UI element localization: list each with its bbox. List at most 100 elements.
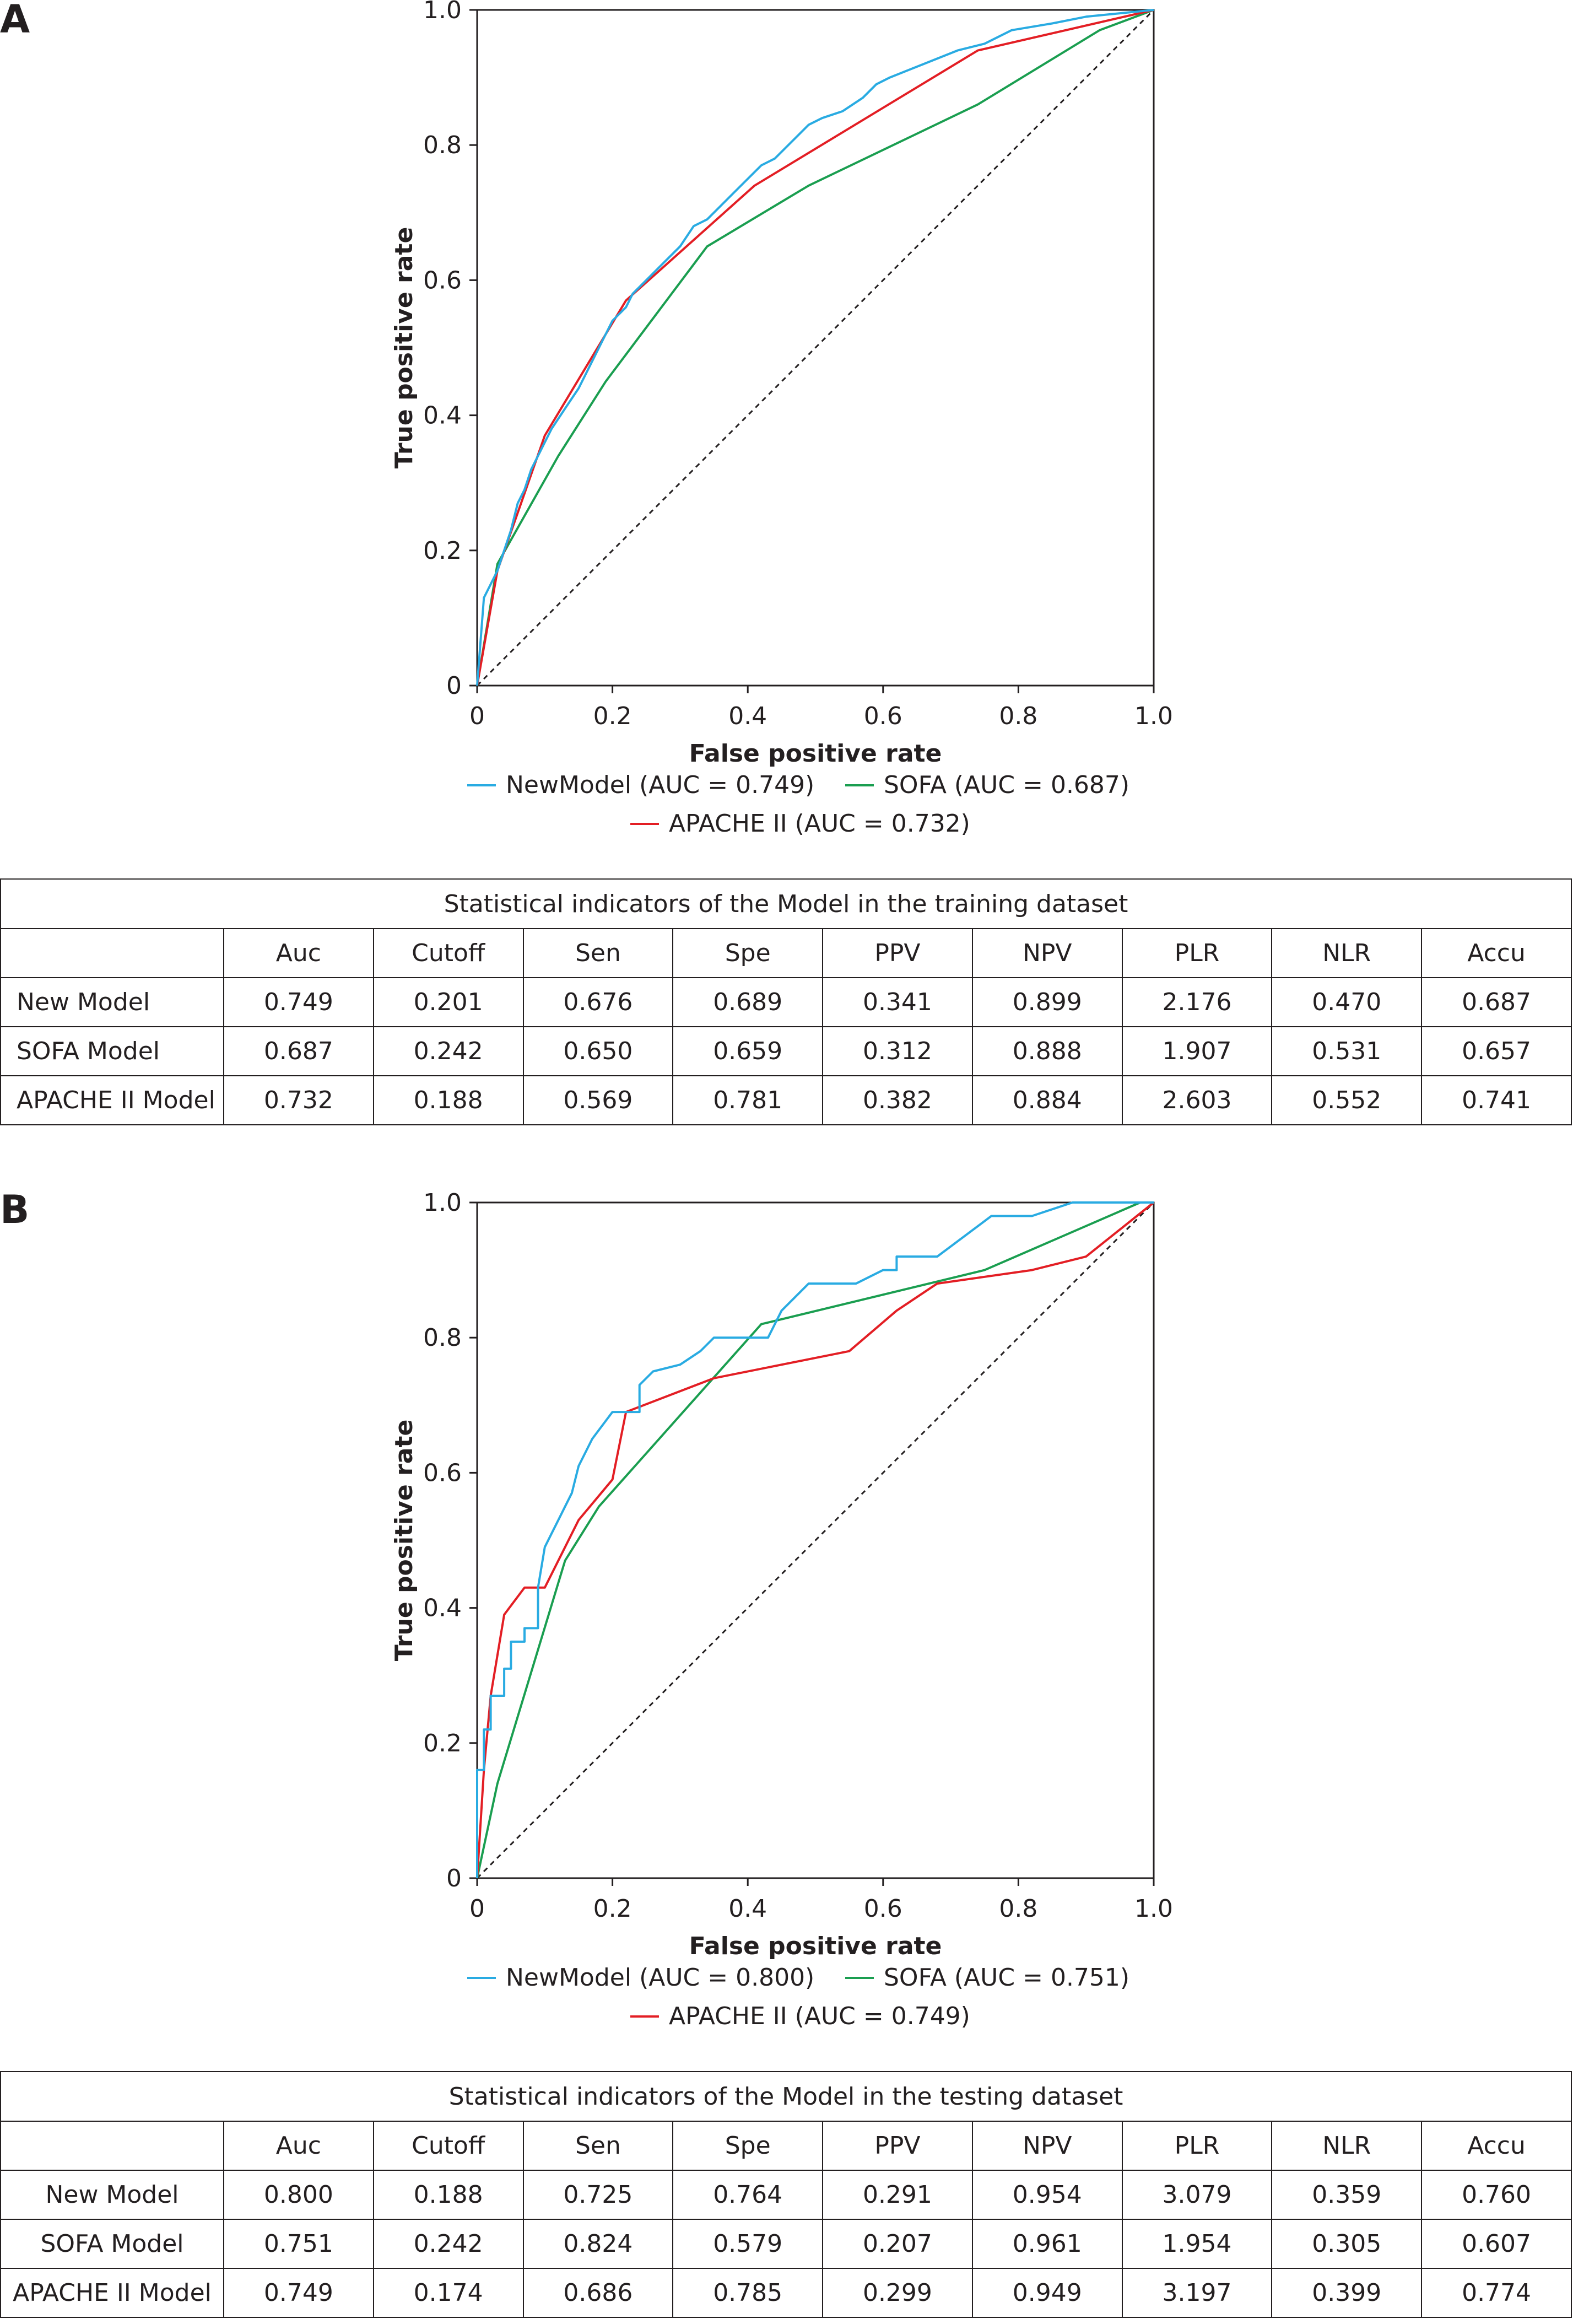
x-tick-label: 0 <box>469 1895 485 1923</box>
series-line-1 <box>476 9 1154 686</box>
table-cell: 0.741 <box>1421 1075 1572 1125</box>
y-tick-label: 0.4 <box>423 402 462 430</box>
y-axis-label: True positive rate <box>390 1420 418 1662</box>
table-cell: 0.659 <box>672 1026 824 1076</box>
reference-diagonal-line <box>476 1201 1155 1879</box>
series-line-0 <box>476 1201 1154 1878</box>
legend-label-1: SOFA (AUC = 0.687) <box>884 771 1129 799</box>
legend-label-2: APACHE II (AUC = 0.732) <box>669 810 970 838</box>
y-tick-label: 0.4 <box>423 1594 462 1622</box>
table-cell: 0.687 <box>1421 977 1572 1027</box>
table-cell: 0.291 <box>822 2170 973 2220</box>
table-cell: 0.242 <box>372 2219 524 2269</box>
table-cell: 0.899 <box>971 977 1123 1027</box>
table-cell: 0.749 <box>223 977 374 1027</box>
table-cell: 0.732 <box>223 1075 374 1125</box>
table-cell: 0.781 <box>672 1075 824 1125</box>
table-row: SOFA Model 0.751 0.242 0.824 0.579 0.207 0.961… <box>0 2219 1572 2269</box>
table-cell: 0.607 <box>1421 2219 1572 2269</box>
panel-letter-a: A <box>0 0 30 42</box>
x-tick-label: 0.6 <box>864 702 902 730</box>
table-cell: 0.359 <box>1271 2170 1423 2220</box>
table-cell: 0.312 <box>822 1026 973 1076</box>
table-cell: 0.785 <box>672 2268 824 2318</box>
y-tick-label: 0.2 <box>423 1729 462 1757</box>
y-tick-label: 0.8 <box>423 131 462 159</box>
table-row: APACHE II Model 0.749 0.174 0.686 0.785 0.299… <box>0 2268 1572 2318</box>
x-axis-label: False positive rate <box>689 740 942 768</box>
y-tick-label: 0 <box>446 672 462 700</box>
table-cell: 0.760 <box>1421 2170 1572 2220</box>
table-cell: 0.884 <box>971 1075 1123 1125</box>
series-line-1 <box>476 1201 1154 1879</box>
table-header-cell: NPV <box>971 2121 1123 2171</box>
x-tick-label: 0.4 <box>728 1895 767 1923</box>
table-cell: 0.686 <box>522 2268 674 2318</box>
table-header-cell: PLR <box>1121 928 1273 978</box>
y-tick-label: 0.8 <box>423 1324 462 1352</box>
table-cell: 0.687 <box>223 1026 374 1076</box>
x-tick-label: 0.4 <box>728 702 767 730</box>
table-header-cell: PPV <box>822 2121 973 2171</box>
table-cell: 0.341 <box>822 977 973 1027</box>
table-cell: 0.470 <box>1271 977 1423 1027</box>
table-row: APACHE II Model 0.732 0.188 0.569 0.781 0.382… <box>0 1075 1572 1125</box>
table-header-cell: NLR <box>1271 928 1423 978</box>
table-cell: 0.689 <box>672 977 824 1027</box>
table-header-cell: Accu <box>1421 928 1572 978</box>
table-cell: 0.188 <box>372 2170 524 2220</box>
table-cell: 0.657 <box>1421 1026 1572 1076</box>
x-tick-label: 1.0 <box>1134 702 1173 730</box>
table-cell: 0.207 <box>822 2219 973 2269</box>
table-cell: 0.305 <box>1271 2219 1423 2269</box>
row-label-cell: New Model <box>0 2170 224 2220</box>
table-header-cell <box>0 2121 224 2171</box>
table-cell: 0.949 <box>971 2268 1123 2318</box>
stats-table-training: Statistical indicators of the Model in t… <box>0 878 1572 1125</box>
table-header-cell: Auc <box>223 928 374 978</box>
stats-table-testing: Statistical indicators of the Model in t… <box>0 2071 1572 2318</box>
y-tick-label: 0 <box>446 1864 462 1892</box>
table-header-cell: Accu <box>1421 2121 1572 2171</box>
x-tick-label: 1.0 <box>1134 1895 1173 1923</box>
plot-frame <box>476 9 1155 687</box>
reference-diagonal-line <box>476 9 1155 687</box>
table-header-cell: PLR <box>1121 2121 1273 2171</box>
table-cell: 0.569 <box>522 1075 674 1125</box>
table-header-cell: Sen <box>522 928 674 978</box>
legend-label-1: SOFA (AUC = 0.751) <box>884 1964 1129 1992</box>
table-cell: 0.751 <box>223 2219 374 2269</box>
table-cell: 1.954 <box>1121 2219 1273 2269</box>
table-cell: 0.579 <box>672 2219 824 2269</box>
plot-frame <box>476 1201 1155 1879</box>
row-label-cell: New Model <box>0 977 224 1027</box>
table-cell: 3.197 <box>1121 2268 1273 2318</box>
table-cell: 0.650 <box>522 1026 674 1076</box>
y-tick-label: 0.6 <box>423 266 462 294</box>
table-caption-row: Statistical indicators of the Model in t… <box>0 878 1572 929</box>
y-tick-label: 0.6 <box>423 1459 462 1487</box>
y-tick-label: 1.0 <box>423 1189 462 1217</box>
legend-label-0: NewModel (AUC = 0.800) <box>506 1964 814 1992</box>
table-cell: 0.800 <box>223 2170 374 2220</box>
table-header-cell <box>0 928 224 978</box>
x-tick-label: 0 <box>469 702 485 730</box>
row-label-cell: SOFA Model <box>0 2219 224 2269</box>
table-row: New Model 0.749 0.201 0.676 0.689 0.341 0.899 2… <box>0 977 1572 1027</box>
table-header-cell: PPV <box>822 928 973 978</box>
x-tick-label: 0.8 <box>999 1895 1037 1923</box>
roc-chart-training: 00 0.2 0.2 0.4 0.4 0.6 0.6 0.8 0.8 1.0 1.0 False po… <box>390 0 1173 838</box>
table-caption-row: Statistical indicators of the Model in t… <box>0 2071 1572 2122</box>
table-caption: Statistical indicators of the Model in t… <box>0 878 1572 929</box>
series-line-2 <box>476 1201 1155 1879</box>
table-cell: 0.961 <box>971 2219 1123 2269</box>
table-cell: 0.764 <box>672 2170 824 2220</box>
table-cell: 2.603 <box>1121 1075 1273 1125</box>
table-cell: 0.299 <box>822 2268 973 2318</box>
table-header-cell: NLR <box>1271 2121 1423 2171</box>
x-axis-label: False positive rate <box>689 1932 942 1960</box>
table-row: SOFA Model 0.687 0.242 0.650 0.659 0.312 0.888… <box>0 1026 1572 1076</box>
table-cell: 0.954 <box>971 2170 1123 2220</box>
table-header-row: Auc Cutoff Sen Spe PPV NPV PLR NLR Accu <box>0 928 1572 978</box>
row-label-cell: SOFA Model <box>0 1026 224 1076</box>
